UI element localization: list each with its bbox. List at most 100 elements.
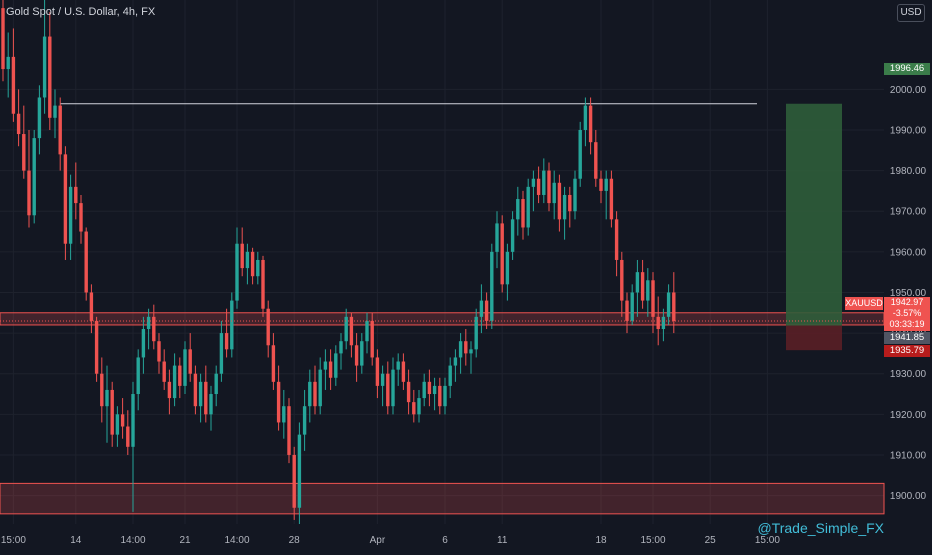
candle-body [1, 8, 5, 70]
candle-body [422, 381, 426, 399]
currency-button[interactable]: USD [897, 4, 925, 22]
y-tick-label: 1980.00 [890, 166, 927, 177]
candle-body [224, 333, 229, 350]
candle-body [261, 259, 265, 309]
x-tick-label: 15:00 [1, 535, 26, 546]
candle-body [651, 280, 655, 317]
candle-body [292, 454, 296, 508]
stop-zone [786, 325, 842, 351]
candle-body [479, 300, 484, 317]
candle-body [516, 199, 520, 220]
candle-body [152, 316, 156, 342]
candle-body [193, 373, 198, 407]
candle-body [630, 292, 634, 321]
candle-body [120, 414, 125, 427]
candle-body [162, 361, 166, 382]
candle-body [89, 292, 94, 321]
candle-body [276, 381, 281, 423]
candle-body [183, 349, 187, 386]
candle-body [620, 259, 624, 301]
candle-body [391, 369, 395, 407]
candle-body [505, 251, 510, 285]
candle-body [495, 223, 499, 252]
candle-body [547, 170, 551, 204]
candle-body [146, 316, 151, 330]
candle-body [282, 406, 286, 423]
candle-body [646, 280, 650, 301]
y-tick-label: 1990.00 [890, 125, 927, 136]
candle-body [542, 170, 546, 195]
candle-body [37, 97, 42, 139]
candle-body [640, 272, 645, 301]
target-price-tag: 1996.46 [884, 63, 930, 75]
candle-body [308, 381, 312, 407]
candle-body [599, 178, 603, 191]
y-tick-label: 1910.00 [890, 450, 927, 461]
y-tick-label: 2000.00 [890, 85, 927, 96]
candle-body [526, 186, 530, 228]
candle-body [131, 394, 135, 447]
target-zone [786, 103, 842, 326]
candle-body [609, 178, 614, 220]
candle-body [588, 105, 593, 143]
candle-body [53, 105, 57, 118]
candle-body [443, 385, 447, 407]
candle-body [250, 251, 255, 277]
candle-body [453, 357, 458, 366]
candle-body [500, 223, 504, 285]
candle-body [230, 300, 234, 350]
candle-body [126, 426, 130, 447]
y-tick-label: 1970.00 [890, 207, 927, 218]
price-zone [0, 482, 885, 515]
candle-body [578, 129, 582, 179]
candle-body [464, 341, 468, 354]
candle-body [490, 251, 494, 321]
candle-body [136, 357, 140, 395]
symbol-tag: XAUUSD [845, 297, 883, 310]
candle-body [568, 194, 572, 212]
candle-body [245, 251, 250, 269]
candle-body [510, 219, 515, 252]
candle-body [562, 194, 567, 220]
candle-body [375, 357, 380, 386]
candle-body [32, 138, 36, 216]
x-tick-label: 14:00 [120, 535, 145, 546]
x-tick-label: 21 [179, 535, 191, 546]
candle-body [458, 341, 463, 358]
candle-body [661, 316, 666, 330]
candle-body [68, 186, 73, 244]
candle-body [58, 105, 62, 155]
candle-body [656, 316, 660, 330]
candle-body [521, 199, 525, 228]
candle-body [406, 381, 411, 403]
y-tick-label: 1960.00 [890, 247, 927, 258]
candle-body [172, 365, 177, 399]
candle-body [318, 369, 322, 407]
candle-body [204, 381, 208, 415]
candle-body [141, 329, 146, 358]
entry-price-tag: 1941.85 [884, 332, 930, 344]
candle-body [167, 381, 172, 399]
price-zone [0, 312, 885, 326]
candle-body [448, 365, 452, 386]
candle-body [42, 36, 47, 98]
candle-body [22, 134, 26, 171]
candle-body [11, 56, 16, 114]
candle-body [531, 178, 536, 187]
x-tick-label: Apr [370, 535, 386, 546]
current-price: 1942.97 [890, 297, 924, 307]
candle-body [396, 361, 400, 370]
candle-body [27, 170, 31, 216]
candle-body [417, 398, 421, 415]
candle-body [625, 300, 629, 321]
x-tick-label: 15:00 [640, 535, 665, 546]
candle-body [157, 341, 161, 362]
candle-body [594, 142, 598, 179]
candle-body [209, 394, 213, 415]
x-tick-label: 28 [289, 535, 301, 546]
y-tick-label: 1950.00 [890, 288, 927, 299]
candle-body [380, 373, 385, 386]
candle-body [401, 361, 406, 382]
